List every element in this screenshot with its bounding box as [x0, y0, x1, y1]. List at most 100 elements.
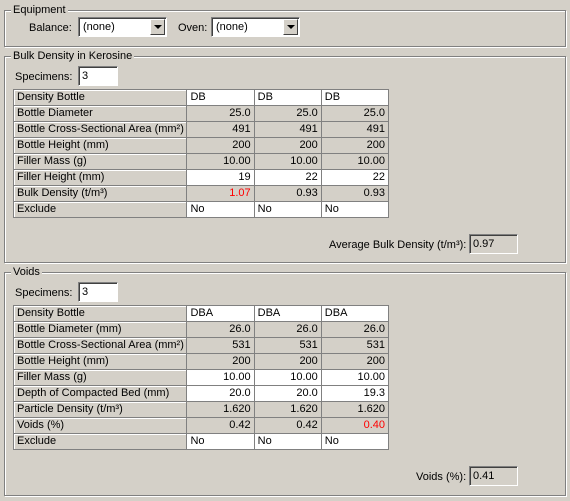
- voids-specimens-label: Specimens:: [15, 287, 73, 299]
- table-cell: 531: [320, 337, 390, 354]
- row-header: Bulk Density (t/m³): [12, 185, 188, 202]
- table-row: Bottle Diameter (mm) 26.0 26.0 26.0: [12, 321, 390, 338]
- table-row: Filler Mass (g) 10.00 10.00 10.00: [12, 369, 390, 386]
- table-cell: 0.93: [320, 185, 390, 202]
- bulk-density-group: Bulk Density in Kerosine Specimens: 3 De…: [4, 49, 566, 263]
- table-row: Exclude No No No: [12, 201, 390, 218]
- table-cell[interactable]: 20.0: [253, 385, 322, 402]
- table-cell[interactable]: DB: [186, 89, 255, 106]
- table-cell[interactable]: 10.00: [253, 369, 322, 386]
- bulk-specimens-label: Specimens:: [15, 71, 73, 83]
- table-cell: 531: [253, 337, 322, 354]
- table-cell[interactable]: No: [186, 433, 255, 450]
- table-cell: 26.0: [320, 321, 390, 338]
- voids-specimens-input[interactable]: 3: [78, 282, 118, 302]
- table-cell[interactable]: No: [253, 201, 322, 218]
- voids-title: Voids: [11, 265, 42, 279]
- table-cell: 200: [320, 353, 390, 370]
- table-cell: 25.0: [320, 105, 390, 122]
- row-header: Bottle Diameter (mm): [12, 321, 188, 338]
- table-cell[interactable]: No: [186, 201, 255, 218]
- row-header: Exclude: [12, 433, 188, 450]
- table-cell: 10.00: [253, 153, 322, 170]
- table-row: Bottle Diameter 25.0 25.0 25.0: [12, 105, 390, 122]
- row-header: Bottle Cross-Sectional Area (mm²): [12, 337, 188, 354]
- table-cell: 0.42: [186, 417, 255, 434]
- row-header: Filler Height (mm): [12, 169, 188, 186]
- bulk-density-table: Density Bottle DB DB DB Bottle Diameter 25.0 2…: [12, 89, 390, 218]
- row-header: Exclude: [12, 201, 188, 218]
- table-cell[interactable]: DBA: [320, 305, 390, 322]
- table-cell[interactable]: DBA: [186, 305, 255, 322]
- table-cell: 200: [320, 137, 390, 154]
- table-row: Depth of Compacted Bed (mm) 20.0 20.0 19.3: [12, 385, 390, 402]
- table-row: Bottle Cross-Sectional Area (mm²) 491 491 4…: [12, 121, 390, 138]
- chevron-down-icon[interactable]: [150, 19, 165, 35]
- table-row: Bottle Height (mm) 200 200 200: [12, 353, 390, 370]
- table-cell[interactable]: DB: [253, 89, 322, 106]
- row-header: Bottle Diameter: [12, 105, 188, 122]
- table-cell[interactable]: DBA: [253, 305, 322, 322]
- table-cell: 0.42: [253, 417, 322, 434]
- row-header: Density Bottle: [12, 305, 188, 322]
- row-header: Voids (%): [12, 417, 188, 434]
- table-cell[interactable]: 22: [320, 169, 390, 186]
- balance-dropdown[interactable]: (none): [78, 17, 167, 37]
- table-cell: 491: [320, 121, 390, 138]
- table-cell: 10.00: [320, 153, 390, 170]
- table-row: Density Bottle DBA DBA DBA: [12, 305, 390, 322]
- table-row: Bulk Density (t/m³) 1.07 0.93 0.93: [12, 185, 390, 202]
- bulk-specimens-input[interactable]: 3: [78, 66, 118, 86]
- oven-dropdown[interactable]: (none): [211, 17, 300, 37]
- table-row: Voids (%) 0.42 0.42 0.40: [12, 417, 390, 434]
- table-cell: 25.0: [253, 105, 322, 122]
- average-bulk-density-label: Average Bulk Density (t/m³):: [329, 239, 467, 251]
- row-header: Filler Mass (g): [12, 153, 188, 170]
- table-cell[interactable]: 10.00: [186, 369, 255, 386]
- table-cell[interactable]: No: [253, 433, 322, 450]
- table-cell[interactable]: 20.0: [186, 385, 255, 402]
- table-cell: 1.620: [320, 401, 390, 418]
- table-row: Density Bottle DB DB DB: [12, 89, 390, 106]
- balance-dropdown-value: (none): [83, 21, 115, 33]
- table-row: Filler Height (mm) 19 22 22: [12, 169, 390, 186]
- row-header: Filler Mass (g): [12, 369, 188, 386]
- table-cell: 1.620: [186, 401, 255, 418]
- table-cell: 531: [186, 337, 255, 354]
- table-cell[interactable]: DB: [320, 89, 390, 106]
- oven-label: Oven:: [178, 22, 208, 34]
- table-row: Bottle Height (mm) 200 200 200: [12, 137, 390, 154]
- row-header: Bottle Cross-Sectional Area (mm²): [12, 121, 188, 138]
- row-header: Bottle Height (mm): [12, 137, 188, 154]
- table-cell[interactable]: 10.00: [320, 369, 390, 386]
- bulk-density-title: Bulk Density in Kerosine: [11, 49, 135, 63]
- table-cell: 10.00: [186, 153, 255, 170]
- table-cell: 0.93: [253, 185, 322, 202]
- table-cell: 26.0: [253, 321, 322, 338]
- table-row: Filler Mass (g) 10.00 10.00 10.00: [12, 153, 390, 170]
- table-cell[interactable]: 22: [253, 169, 322, 186]
- row-header: Particle Density (t/m³): [12, 401, 188, 418]
- table-cell[interactable]: No: [320, 433, 390, 450]
- equipment-title: Equipment: [11, 3, 68, 17]
- voids-group: Voids Specimens: 3 Density Bottle DBA DBA D…: [4, 265, 566, 496]
- table-cell: 200: [253, 137, 322, 154]
- chevron-down-icon[interactable]: [283, 19, 298, 35]
- table-cell[interactable]: No: [320, 201, 390, 218]
- table-cell: 26.0: [186, 321, 255, 338]
- table-cell: 491: [253, 121, 322, 138]
- voids-result-value: 0.41: [469, 466, 518, 486]
- voids-result-label: Voids (%):: [416, 471, 467, 483]
- row-header: Depth of Compacted Bed (mm): [12, 385, 188, 402]
- table-row: Exclude No No No: [12, 433, 390, 450]
- table-cell: 0.40: [320, 417, 390, 434]
- table-cell[interactable]: 19: [186, 169, 255, 186]
- table-row: Particle Density (t/m³) 1.620 1.620 1.620: [12, 401, 390, 418]
- table-cell: 1.07: [186, 185, 255, 202]
- voids-table: Density Bottle DBA DBA DBA Bottle Diameter (…: [12, 305, 390, 450]
- table-cell[interactable]: 19.3: [320, 385, 390, 402]
- row-header: Bottle Height (mm): [12, 353, 188, 370]
- table-cell: 200: [186, 353, 255, 370]
- table-cell: 25.0: [186, 105, 255, 122]
- table-row: Bottle Cross-Sectional Area (mm²) 531 531 5…: [12, 337, 390, 354]
